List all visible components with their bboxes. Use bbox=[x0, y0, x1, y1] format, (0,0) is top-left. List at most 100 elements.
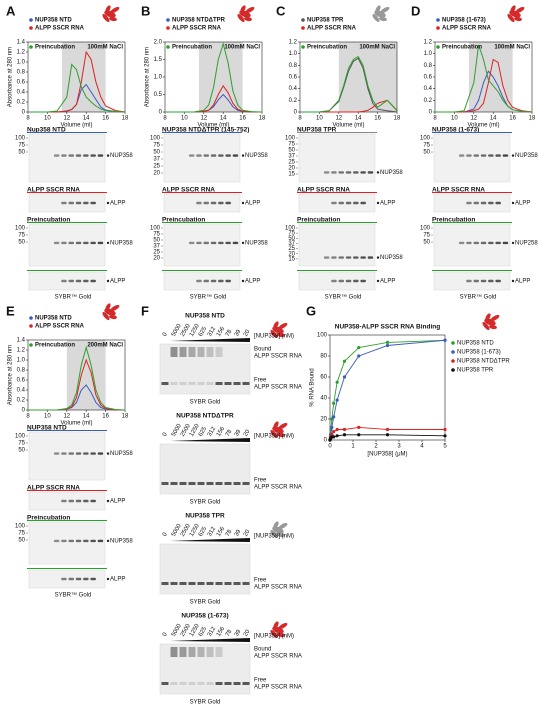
mw-marker: 100 bbox=[420, 226, 431, 232]
x-axis-label: Volume (ml) bbox=[60, 123, 92, 129]
helix bbox=[514, 16, 522, 22]
band-pointer bbox=[376, 279, 380, 283]
band bbox=[97, 452, 104, 455]
band bbox=[61, 201, 67, 205]
free-band bbox=[179, 382, 187, 385]
x-tick-label: 16 bbox=[102, 414, 109, 420]
band bbox=[61, 539, 67, 543]
free-band bbox=[242, 682, 250, 685]
fit-line bbox=[329, 339, 446, 441]
gel bbox=[298, 223, 376, 267]
band-pointer bbox=[106, 539, 110, 543]
x-tick-label: 0 bbox=[328, 444, 332, 450]
chart-title: NUP358-ALPP SSCR RNA Binding bbox=[335, 324, 440, 331]
band bbox=[83, 577, 89, 581]
band bbox=[360, 171, 366, 174]
mw-marker: 50 bbox=[18, 150, 25, 156]
helix bbox=[277, 332, 285, 338]
stain-label: SYBR Gold bbox=[190, 400, 221, 406]
helix bbox=[482, 321, 490, 331]
lane-label: 625 bbox=[198, 526, 209, 538]
free-label: ALPP SSCR RNA bbox=[254, 685, 302, 691]
band bbox=[75, 201, 82, 205]
stain-label: SYBR Gold bbox=[190, 600, 221, 606]
lane-label: 312 bbox=[207, 326, 218, 338]
free-band bbox=[206, 682, 214, 685]
band bbox=[458, 154, 465, 157]
gel-title: ALPP SSCR RNA bbox=[432, 187, 485, 194]
gel bbox=[298, 193, 376, 213]
band bbox=[68, 279, 74, 283]
x-tick-label: 16 bbox=[102, 116, 109, 122]
annotation: 100mM NaCl bbox=[494, 45, 530, 51]
band-pointer bbox=[511, 279, 515, 283]
band bbox=[210, 201, 217, 205]
mw-marker: 20 bbox=[153, 256, 160, 262]
annotation: 100mM NaCl bbox=[224, 45, 260, 51]
gel bbox=[28, 193, 106, 213]
legend-label: Preincubation bbox=[35, 45, 75, 51]
mw-marker: 50 bbox=[288, 236, 295, 242]
gel bbox=[28, 431, 106, 481]
x-tick-label: 18 bbox=[122, 116, 129, 122]
y-tick-label: 0.2 bbox=[17, 398, 26, 404]
lane-label: 78 bbox=[225, 528, 234, 537]
mw-marker: 37 bbox=[153, 244, 160, 250]
legend-marker bbox=[436, 26, 440, 30]
band bbox=[196, 154, 202, 157]
band bbox=[331, 171, 337, 174]
y-tick-label: 0.6 bbox=[17, 80, 26, 86]
band bbox=[90, 577, 96, 581]
band bbox=[225, 154, 231, 157]
mw-marker: 100 bbox=[15, 226, 26, 232]
y-axis-label: Absorbance at 280 nm bbox=[145, 47, 151, 107]
band-pointer bbox=[376, 201, 380, 205]
structure-icon bbox=[270, 521, 288, 539]
free-label: ALPP SSCR RNA bbox=[254, 585, 302, 591]
gel-title: Preincubation bbox=[27, 515, 70, 522]
legend-label: ALPP SSCR RNA bbox=[442, 26, 492, 32]
mw-marker: 50 bbox=[423, 150, 430, 156]
y-tick-label: 0.6 bbox=[424, 75, 433, 81]
band bbox=[68, 499, 74, 503]
band bbox=[75, 499, 82, 503]
gel-title: ALPP SSCR RNA bbox=[27, 187, 80, 194]
band bbox=[83, 154, 89, 157]
legend-marker bbox=[29, 316, 33, 320]
legend-label: NUP358 (1-673) bbox=[442, 18, 486, 24]
mw-marker: 20 bbox=[288, 251, 295, 257]
mw-marker: 100 bbox=[15, 434, 26, 440]
x-tick-label: 8 bbox=[433, 116, 437, 122]
y-tick-label: 40 bbox=[320, 396, 327, 402]
band bbox=[218, 241, 224, 245]
band-pointer bbox=[511, 201, 515, 205]
lane-label: 39 bbox=[234, 328, 243, 337]
band-label: ALPP bbox=[245, 279, 260, 285]
helix bbox=[372, 13, 380, 23]
y-tick-label: 100 bbox=[317, 333, 328, 339]
legend-marker bbox=[29, 343, 33, 347]
free-band bbox=[233, 382, 241, 385]
band bbox=[68, 539, 74, 543]
bound-label: ALPP SSCR RNA bbox=[254, 354, 302, 360]
stain-label: SYBR™ Gold bbox=[460, 294, 497, 301]
y-tick-label: 1.0 bbox=[424, 51, 433, 57]
y-tick-label: 1.0 bbox=[154, 75, 163, 81]
band bbox=[360, 279, 366, 283]
bound-smear bbox=[179, 647, 187, 657]
mw-marker: 75 bbox=[153, 232, 160, 238]
x-tick-label: 14 bbox=[355, 116, 362, 122]
band bbox=[203, 241, 209, 245]
band bbox=[90, 452, 96, 455]
gel bbox=[28, 223, 106, 267]
panel-letter: C bbox=[276, 3, 286, 18]
concentration-wedge bbox=[170, 538, 250, 542]
band bbox=[488, 241, 494, 245]
helix bbox=[270, 629, 278, 639]
band-pointer bbox=[376, 171, 380, 174]
legend-marker bbox=[301, 26, 305, 30]
lane-label: 0 bbox=[162, 531, 169, 537]
band bbox=[90, 499, 96, 503]
helix bbox=[109, 314, 117, 320]
x-tick-label: 10 bbox=[451, 116, 458, 122]
